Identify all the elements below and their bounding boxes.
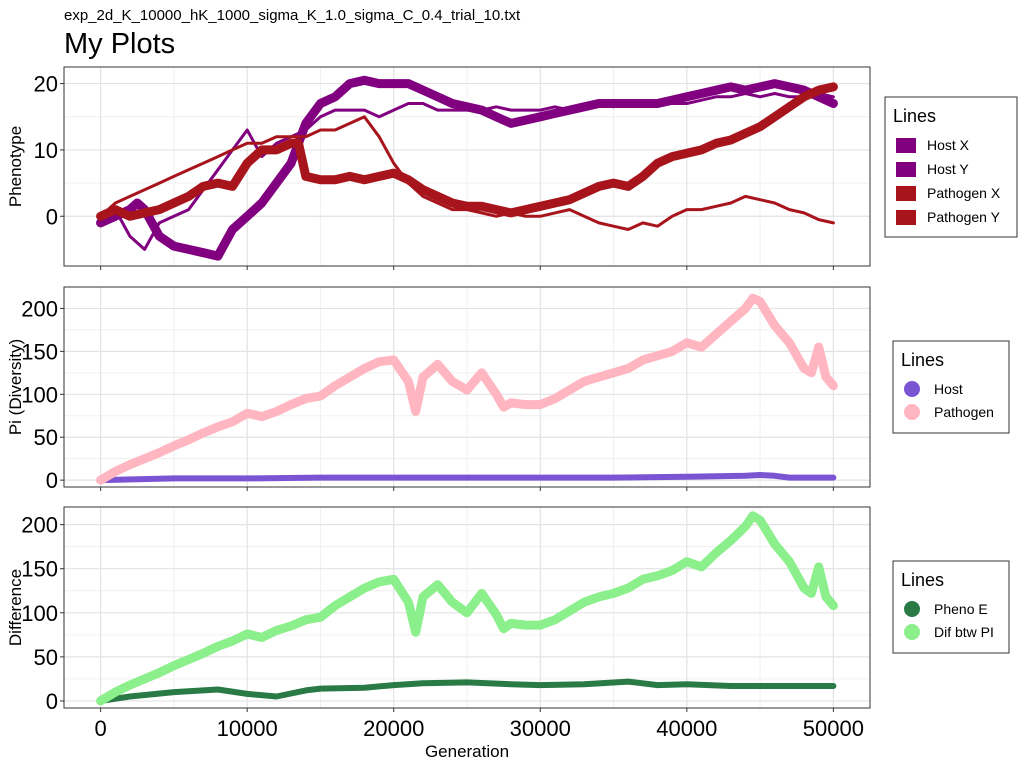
difference-series-dif-btw-pi <box>96 511 838 706</box>
difference-y-axis-label: Difference <box>6 569 25 646</box>
difference-legend: Lines Pheno E Dif btw PI <box>892 560 1010 654</box>
difference-legend-label: Pheno E <box>934 601 988 617</box>
diversity-y-axis-label: Pi (Diversity) <box>6 339 25 435</box>
phenotype-series-pathogen-y <box>99 115 835 231</box>
diversity-y-tick-label: 100 <box>21 382 58 407</box>
difference-panel: 0 50 100 150 200 0 10000 20000 30000 40000 50000 Di… <box>6 506 1010 741</box>
phenotype-series-host-y <box>99 92 835 251</box>
difference-x-tick-label: 50000 <box>803 716 864 741</box>
phenotype-series-pathogen-x <box>96 82 838 221</box>
diversity-border <box>63 286 871 488</box>
diversity-legend-key <box>904 404 920 420</box>
phenotype-legend-label: Host X <box>927 137 970 153</box>
diversity-panel: 0 50 100 150 200 Pi (Diversity) Lines Host Patho… <box>6 286 1010 493</box>
phenotype-panel: 0 10 20 Phenotype Lines Host X Host Y Pathogen … <box>6 66 1018 270</box>
difference-x-tick-label: 10000 <box>217 716 278 741</box>
difference-x-tick-label: 30000 <box>510 716 571 741</box>
diversity-series-host <box>97 472 837 484</box>
phenotype-legend: Lines Host X Host Y Pathogen X Pathogen Y <box>884 96 1018 238</box>
figure-title: My Plots <box>64 28 175 60</box>
diversity-y-tick-label: 50 <box>34 425 58 450</box>
phenotype-legend-label: Host Y <box>927 161 969 177</box>
difference-legend-key <box>904 601 920 617</box>
phenotype-y-axis-label: Phenotype <box>6 126 25 207</box>
difference-series-group <box>96 511 838 706</box>
diversity-legend: Lines Host Pathogen <box>892 340 1010 434</box>
difference-y-tick-label: 0 <box>46 689 58 714</box>
phenotype-legend-label: Pathogen X <box>927 185 1001 201</box>
phenotype-series-group <box>96 75 838 261</box>
difference-y-tick-label: 150 <box>21 557 58 582</box>
figure-subtitle: exp_2d_K_10000_hK_1000_sigma_K_1.0_sigma… <box>64 7 521 24</box>
phenotype-y-tick-label: 10 <box>34 138 58 163</box>
difference-y-tick-label: 200 <box>21 513 58 538</box>
difference-series-pheno-e <box>97 678 837 704</box>
phenotype-legend-title: Lines <box>893 106 936 126</box>
difference-legend-key <box>904 624 920 640</box>
difference-y-tick-label: 100 <box>21 601 58 626</box>
difference-x-tick-label: 0 <box>95 716 107 741</box>
diversity-y-tick-label: 150 <box>21 339 58 364</box>
difference-legend-label: Dif btw PI <box>934 624 994 640</box>
phenotype-series-host-x <box>96 75 838 261</box>
diversity-legend-key <box>904 381 920 397</box>
phenotype-border <box>63 66 871 267</box>
phenotype-legend-label: Pathogen Y <box>927 209 1001 225</box>
diversity-series-group <box>96 293 838 485</box>
difference-border <box>63 506 871 709</box>
phenotype-legend-key <box>896 210 916 225</box>
phenotype-legend-key <box>896 138 916 153</box>
x-axis-label: Generation <box>425 742 509 761</box>
phenotype-y-tick-label: 0 <box>46 204 58 229</box>
difference-x-tick-label: 20000 <box>363 716 424 741</box>
difference-y-tick-label: 50 <box>34 645 58 670</box>
difference-legend-title: Lines <box>901 570 944 590</box>
difference-x-tick-label: 40000 <box>656 716 717 741</box>
diversity-y-tick-label: 200 <box>21 296 58 321</box>
phenotype-y-tick-label: 20 <box>34 72 58 97</box>
diversity-series-pathogen <box>96 293 838 485</box>
diversity-y-tick-label: 0 <box>46 468 58 493</box>
phenotype-legend-key <box>896 162 916 177</box>
diversity-legend-label: Host <box>934 381 963 397</box>
diversity-legend-label: Pathogen <box>934 404 994 420</box>
phenotype-legend-key <box>896 186 916 201</box>
diversity-legend-title: Lines <box>901 350 944 370</box>
